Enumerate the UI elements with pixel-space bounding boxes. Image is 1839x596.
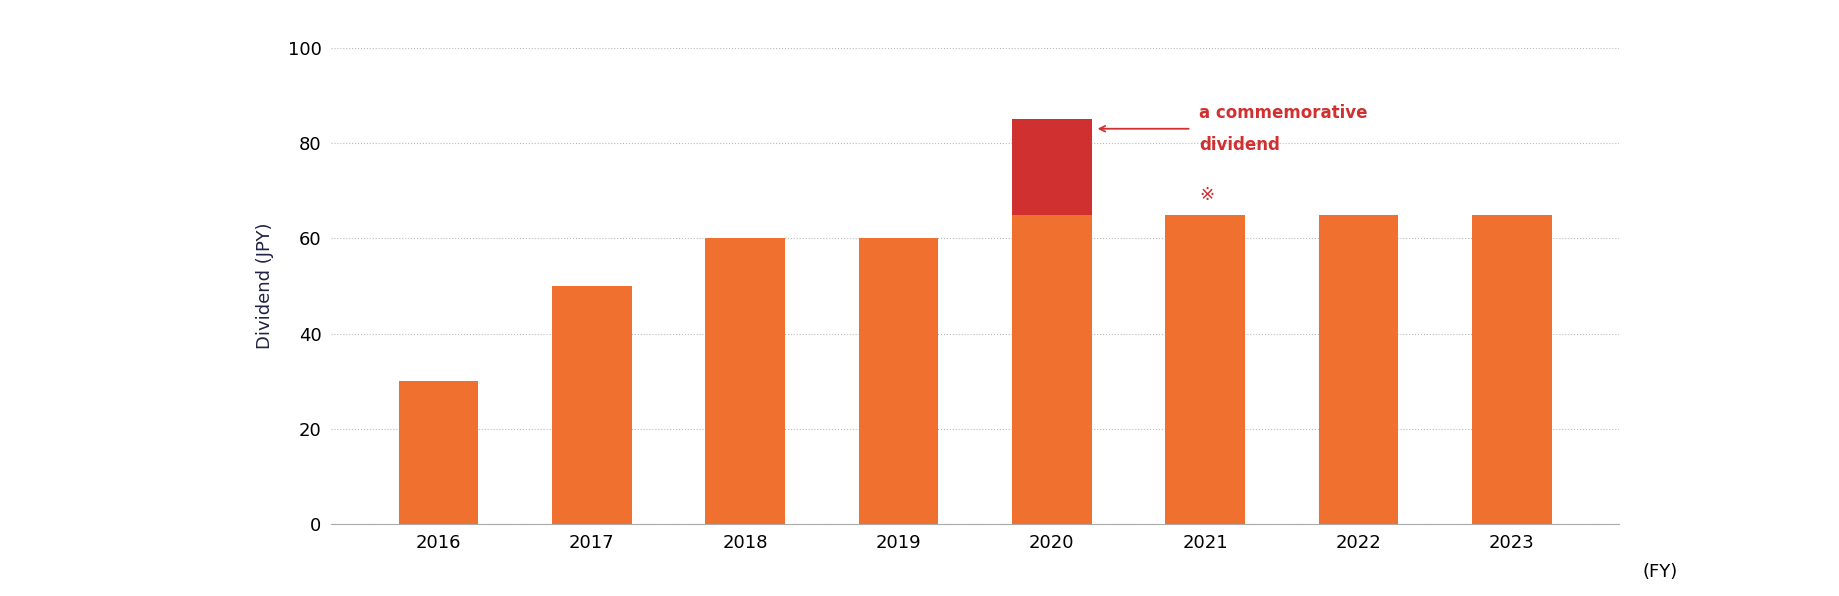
Text: a commemorative: a commemorative xyxy=(1199,104,1366,122)
Bar xyxy=(552,286,631,524)
Y-axis label: Dividend (JPY): Dividend (JPY) xyxy=(256,223,274,349)
Bar xyxy=(1319,215,1398,524)
Bar xyxy=(399,381,478,524)
Bar xyxy=(1011,215,1091,524)
Bar xyxy=(1471,215,1550,524)
Text: dividend: dividend xyxy=(1199,136,1280,154)
Text: ※: ※ xyxy=(1199,186,1214,204)
Bar xyxy=(704,238,785,524)
Bar xyxy=(859,238,938,524)
Bar xyxy=(1011,119,1091,215)
Text: (FY): (FY) xyxy=(1640,563,1677,581)
Bar xyxy=(1164,215,1245,524)
